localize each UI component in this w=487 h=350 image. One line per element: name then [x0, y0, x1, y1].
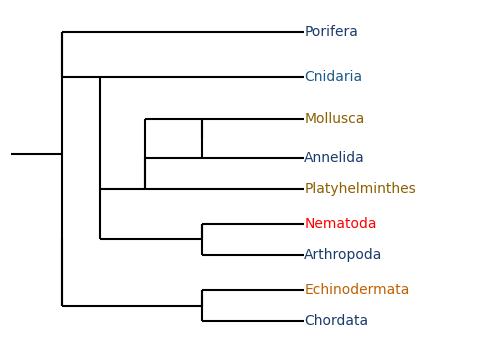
Text: Annelida: Annelida	[304, 150, 365, 164]
Text: Cnidaria: Cnidaria	[304, 70, 362, 84]
Text: Arthropoda: Arthropoda	[304, 248, 382, 262]
Text: Nematoda: Nematoda	[304, 217, 376, 231]
Text: Echinodermata: Echinodermata	[304, 283, 410, 297]
Text: Platyhelminthes: Platyhelminthes	[304, 182, 416, 196]
Text: Mollusca: Mollusca	[304, 112, 364, 126]
Text: Chordata: Chordata	[304, 314, 368, 328]
Text: Porifera: Porifera	[304, 25, 358, 39]
